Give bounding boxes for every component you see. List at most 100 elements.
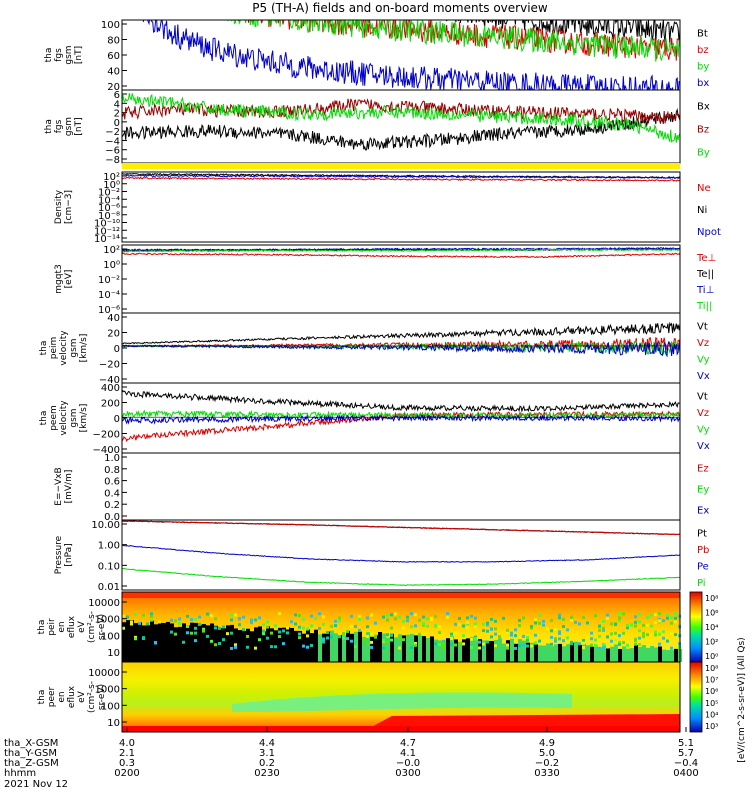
panel-1-ylabel-line: gsm [64,117,74,136]
panel-0-ytick-label: 100 [101,20,120,31]
panel-7-ylabel: Pressure [nPa] [54,535,74,574]
panel-4: tha peim velocity gsm [km/s] 40 20 0 −20 −40 Vt Vz V… [39,312,710,386]
footer-value: 0.2 [259,758,275,769]
panel-4-ylabel-line: gsm [69,338,79,357]
panel-4-ylabel-line: [km/s] [79,334,89,363]
panel-5: tha peem velocity gsm [km/s] 400 200 0 −200 −400 V… [39,382,710,456]
spectrogram-peir [122,592,682,662]
footer-value: 5.1 [678,738,694,749]
panel-6-ytick-label: 0.2 [104,500,120,511]
panel-8-ylabel-line: en [57,621,67,632]
panel-2-ytick-label: 10⁻¹² [94,226,120,237]
panel-6-frame [121,452,681,521]
panel-1-ytick-label: −2 [105,127,120,138]
panel-7-series-green [122,567,680,586]
panel-9-ylabel-line: en [57,691,67,702]
panel-1-series-green [122,93,680,143]
spectrogram-peer [122,662,680,732]
panel-9-ylabel-line: tha [37,690,47,705]
colorbar-tick-label: 10² [705,638,718,647]
panel-8-ytick-label: 10 [107,648,120,659]
panel-3-series-green [122,248,680,253]
panel-3-ylabel-line: mgqt3 [54,264,64,293]
quality-flag-bar [122,163,680,169]
panel-1-ytick-label: 6 [114,90,120,101]
footer-value: 4.0 [119,738,135,749]
panel-4-series-blue [122,340,680,358]
panel-3-ytick-label: 10² [103,245,120,256]
panel-6-legend-1: Ey [697,485,709,496]
footer-value: −0.4 [674,758,698,769]
panel-3-ytick-label: 10⁻⁴ [98,290,120,301]
panel-1-ytick-label: −6 [105,146,120,157]
panel-8-ylabel-line: eflux [67,615,77,638]
footer-value: 0400 [673,768,698,779]
panel-3-ytick-label: 10⁻² [98,275,120,286]
panel-7-series-red [122,520,680,536]
footer-value: 4.4 [259,738,275,749]
panel-0-legend-1: bz [697,45,709,56]
panel-9-ylabel-line: sr-eV) [97,684,107,710]
panel-8-ytick-label: 100 [101,631,120,642]
panel-1-ylabel-line: [nT] [74,117,84,135]
panel-5-ytick-label: −400 [93,445,120,456]
panel-0: tha fgs gsm [nT] 100 80 60 40 20 Bt bz by bx [44,19,709,93]
colorbar-peir [689,591,703,663]
footer-value: 5.0 [539,748,555,759]
panel-6-ytick-label: 0.8 [104,465,120,476]
panel-2-ylabel-line: [cm−3] [64,190,74,224]
panel-2-ytick-label: 10⁻¹⁰ [94,219,120,230]
panel-0-legend-2: by [697,61,709,72]
panel-0-series-green [224,20,680,62]
panel-2-series-blue [122,174,680,179]
colorbar-tick-label: 10³ [705,722,718,731]
panel-2-frame [121,171,681,243]
footer-value: 4.9 [539,738,555,749]
colorbar-tick-label: 10⁵ [705,699,718,708]
panel-3-series-blue [122,246,680,252]
panel-1-ytick-label: 0 [114,118,120,129]
panel-6-ytick-label: 0.4 [104,488,120,499]
panel-0-legend-3: bx [697,78,709,89]
panel-5-ytick-label: 0 [114,414,120,425]
panel-9-ylabel-line: peer [47,686,57,707]
footer-value: 3.1 [259,748,275,759]
panel-1-series-black [122,107,680,151]
panel-7-series-blue [122,544,680,563]
panel-6-ytick-label: 0.0 [104,512,120,523]
footer-value: 2.1 [119,748,135,759]
panel-4-series-black [122,321,680,345]
panel-3-ytick-label: 10⁻⁶ [98,305,120,316]
panel-3-ylabel: mgqt3 [eV] [54,264,74,293]
colorbar-peer [689,661,703,733]
panel-2-ylabel: Density [cm−3] [54,189,74,224]
panel-9-ylabel-line: eflux [67,685,77,708]
panel-0-ytick-label: 40 [107,67,120,78]
panel-7: Pressure [nPa] 10.00 1.00 0.10 0.01 Pt Pb Pe Pi [54,519,709,593]
panel-8-ylabel-line: sr-eV) [97,614,107,640]
panel-3-series-red [122,252,680,259]
panel-3-legend-1: Te|| [696,269,714,280]
panel-4-legend-2: Vy [697,354,710,365]
panel-0-ylabel-line: [nT] [74,46,84,64]
colorbar-tick-label: 10⁸ [705,594,718,603]
panel-5-ytick-label: 200 [101,399,120,410]
panel-7-ytick-label: 0.10 [98,561,120,572]
colorbar-tick-label: 10⁶ [705,687,718,696]
panel-6-legend-0: Ez [697,464,709,475]
panel-1-ylabel-line: tha [44,119,54,134]
panel-2-ytick-label: 10⁰ [103,180,120,191]
panel-8-ytick-label: 1000 [95,615,120,626]
panel-7-legend-0: Pt [697,528,707,539]
panel-8-ylabel-line: tha [37,620,47,635]
panel-1-legend-2: By [697,148,710,159]
panel-3: mgqt3 [eV] 10² 10⁰ 10⁻² 10⁻⁴ 10⁻⁶ Te⊥ Te|| Ti⊥ Ti|… [54,244,716,316]
panel-8-ylabel-line: peir [47,618,57,636]
panel-0-ylabel-line: tha [44,48,54,63]
panel-0-series-red [231,20,680,61]
panel-9-ytick-label: 100 [101,701,120,712]
footer-value: 0330 [534,768,559,779]
panel-0-ylabel-line: gsm [64,45,74,64]
